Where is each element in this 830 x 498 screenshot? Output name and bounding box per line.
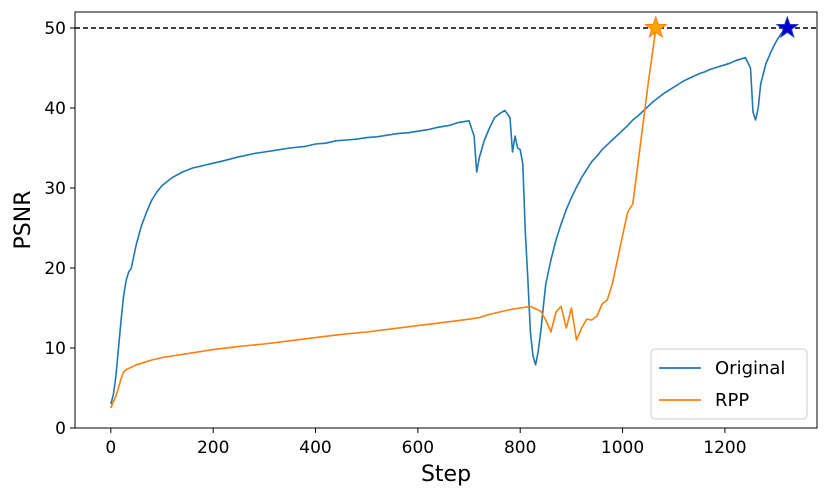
marker-layer	[643, 15, 800, 39]
x-tick-label: 600	[402, 438, 434, 458]
legend-label-original: Original	[715, 358, 785, 379]
series-layer	[110, 27, 787, 409]
y-tick-label: 10	[44, 339, 66, 359]
legend-box	[650, 348, 808, 420]
star-marker-original	[775, 15, 800, 39]
x-tick-label: 400	[299, 438, 331, 458]
series-line-rpp	[110, 27, 657, 409]
tick-layer: 0 200 400 600 800 1000 1200 0 10 20 30 40 50	[44, 19, 746, 458]
series-line-original	[110, 27, 787, 405]
y-tick-label: 30	[44, 179, 66, 199]
y-tick-label: 20	[44, 259, 66, 279]
x-tick-label: 0	[105, 438, 116, 458]
y-tick-label: 0	[55, 419, 66, 439]
x-tick-label: 200	[197, 438, 229, 458]
x-tick-label: 800	[504, 438, 536, 458]
y-tick-label: 40	[44, 99, 66, 119]
x-tick-label: 1200	[703, 438, 746, 458]
legend-label-rpp: RPP	[715, 390, 749, 411]
plot-area-frame	[74, 11, 818, 429]
x-tick-label: 1000	[601, 438, 644, 458]
legend: Original RPP	[650, 348, 808, 420]
y-tick-label: 50	[44, 19, 66, 39]
y-axis-label: PSNR	[11, 191, 36, 250]
star-marker-rpp	[643, 15, 668, 39]
x-axis-label: Step	[421, 462, 471, 487]
